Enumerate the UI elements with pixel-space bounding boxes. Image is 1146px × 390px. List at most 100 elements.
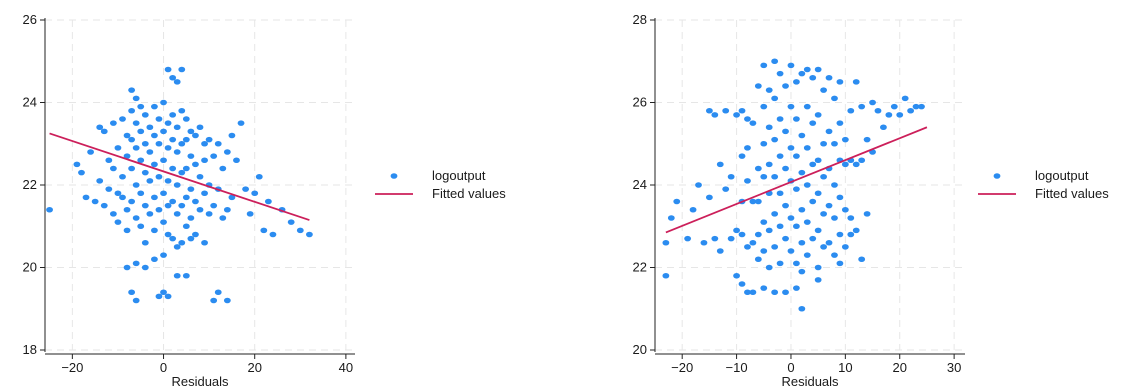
chart-2: 20 22 24 26 28 −20 −10 0 10 20 30 Residuals logoutpu… (633, 12, 1110, 389)
point-0-105 (814, 190, 822, 197)
point-0-61 (160, 190, 167, 197)
point-0-21 (123, 132, 131, 139)
point-0-82 (793, 223, 800, 230)
point-0-70 (782, 235, 789, 242)
point-0-0 (46, 206, 53, 213)
point-0-40 (760, 62, 768, 69)
point-0-2 (78, 169, 85, 176)
legend-label-0: logoutput (1035, 168, 1089, 183)
point-0-57 (155, 206, 163, 213)
point-0-131 (296, 227, 304, 234)
point-0-73 (169, 165, 177, 172)
point-0-53 (151, 227, 158, 234)
point-0-54 (771, 95, 779, 102)
point-0-90 (798, 305, 806, 312)
x-tick-label-2: 0 (787, 360, 794, 375)
point-0-55 (771, 136, 779, 143)
point-0-142 (182, 272, 190, 279)
point-0-76 (787, 215, 795, 221)
point-0-104 (814, 157, 822, 164)
point-0-43 (141, 202, 149, 209)
point-0-121 (237, 120, 245, 126)
point-0-66 (164, 145, 172, 151)
x-tick-label-1: −10 (726, 360, 748, 375)
point-0-81 (793, 186, 800, 192)
point-0-139 (858, 157, 866, 164)
point-0-78 (793, 79, 800, 85)
point-0-103 (814, 112, 822, 118)
point-0-93 (187, 128, 195, 135)
point-0-61 (776, 116, 784, 122)
point-0-142 (869, 99, 876, 106)
point-0-120 (233, 157, 240, 164)
point-0-27 (744, 145, 751, 151)
y-tick-label-1: 20 (23, 260, 37, 275)
point-0-17 (114, 219, 122, 225)
point-0-97 (809, 74, 817, 81)
point-0-39 (137, 223, 145, 230)
point-0-123 (246, 211, 254, 217)
point-0-151 (912, 103, 920, 110)
legend-marker-0 (993, 173, 1001, 179)
point-0-140 (863, 136, 871, 143)
point-0-126 (836, 194, 844, 201)
point-0-47 (146, 178, 154, 184)
point-0-94 (803, 182, 811, 188)
point-0-16 (727, 173, 735, 180)
point-0-156 (814, 277, 822, 283)
point-0-146 (885, 112, 893, 118)
point-0-54 (155, 116, 163, 122)
point-0-130 (841, 206, 849, 213)
point-0-144 (874, 107, 882, 114)
point-0-102 (196, 173, 204, 180)
point-0-14 (109, 211, 117, 217)
point-0-43 (760, 173, 768, 180)
point-0-92 (182, 223, 190, 230)
point-0-157 (798, 268, 806, 275)
point-0-60 (776, 70, 784, 77)
point-0-89 (798, 239, 806, 246)
point-0-147 (890, 103, 898, 110)
point-0-107 (205, 136, 213, 143)
point-0-136 (852, 161, 860, 168)
point-0-29 (744, 244, 751, 250)
point-0-48 (765, 124, 773, 131)
x-tick-label-4: 20 (893, 360, 907, 375)
point-0-108 (820, 87, 827, 93)
point-0-73 (787, 103, 795, 110)
point-0-33 (749, 239, 757, 246)
point-0-100 (192, 231, 199, 238)
point-0-138 (155, 293, 163, 300)
point-0-141 (863, 211, 871, 217)
point-0-41 (760, 103, 768, 110)
point-0-101 (196, 124, 204, 131)
point-0-126 (260, 227, 268, 234)
point-0-94 (187, 153, 195, 159)
point-0-42 (760, 140, 768, 147)
point-0-52 (151, 194, 158, 201)
point-0-26 (128, 107, 136, 114)
point-0-149 (901, 95, 909, 102)
point-0-80 (793, 153, 800, 159)
y-tick-label-0: 20 (633, 342, 647, 357)
point-0-3 (82, 194, 90, 201)
point-0-72 (787, 62, 795, 69)
point-0-86 (798, 132, 806, 139)
point-0-69 (164, 231, 172, 238)
point-0-89 (182, 136, 190, 143)
point-0-85 (798, 70, 806, 77)
point-0-106 (201, 190, 208, 197)
point-0-3 (673, 198, 681, 205)
point-0-87 (178, 239, 186, 246)
point-0-60 (160, 157, 167, 164)
point-0-112 (820, 244, 827, 250)
point-0-10 (105, 157, 113, 164)
point-0-36 (137, 128, 145, 135)
x-axis-title: Residuals (171, 374, 229, 389)
point-0-127 (264, 198, 272, 205)
point-0-147 (201, 239, 208, 246)
point-0-124 (836, 120, 844, 126)
point-0-113 (825, 74, 833, 81)
point-0-92 (803, 103, 811, 110)
point-0-116 (223, 149, 231, 155)
